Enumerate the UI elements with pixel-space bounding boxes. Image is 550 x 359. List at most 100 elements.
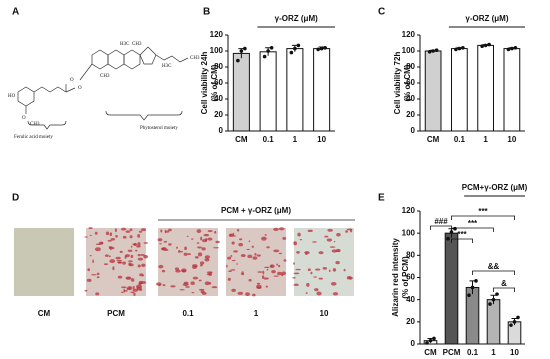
stain-spot bbox=[213, 247, 220, 249]
data-point bbox=[510, 46, 514, 51]
x-tick-label: 1 bbox=[483, 135, 488, 144]
stain-spot bbox=[105, 231, 110, 236]
stain-spot bbox=[241, 271, 244, 276]
stain-spot bbox=[273, 275, 279, 277]
stain-spot bbox=[207, 229, 213, 233]
stain-spot bbox=[273, 227, 279, 232]
image-label: CM bbox=[38, 309, 51, 318]
data-point bbox=[316, 47, 320, 52]
atom-label: O bbox=[70, 78, 74, 83]
data-point bbox=[467, 293, 471, 298]
atom-label: CH3 bbox=[100, 74, 110, 79]
data-point bbox=[516, 315, 520, 320]
stain-spot bbox=[88, 227, 93, 230]
stain-spot bbox=[132, 285, 135, 290]
stain-spot bbox=[196, 229, 202, 234]
bar bbox=[424, 50, 442, 132]
stain-spot bbox=[266, 246, 270, 249]
stain-spot bbox=[108, 246, 112, 249]
y-axis-label: (% of PCM) bbox=[401, 256, 410, 299]
stain-spot bbox=[256, 284, 262, 289]
stain-spot bbox=[273, 249, 280, 253]
stain-spot bbox=[281, 271, 287, 276]
stain-spot bbox=[140, 254, 145, 256]
stain-spot bbox=[165, 230, 170, 233]
stain-spot bbox=[89, 234, 92, 236]
stain-spot bbox=[293, 283, 299, 287]
stain-spot bbox=[251, 245, 254, 248]
data-point bbox=[454, 47, 458, 52]
stain-spot bbox=[282, 236, 287, 240]
stain-spot bbox=[185, 286, 190, 288]
stain-spot bbox=[191, 238, 194, 240]
y-tick-label: 60 bbox=[214, 78, 223, 87]
stain-spot bbox=[124, 254, 130, 258]
stain-spot bbox=[266, 268, 269, 271]
bar bbox=[486, 299, 501, 345]
stain-spot bbox=[179, 250, 184, 253]
stain-spot bbox=[262, 270, 265, 275]
stain-spot bbox=[138, 282, 142, 286]
stain-spot bbox=[136, 245, 141, 248]
data-point bbox=[449, 230, 454, 234]
stain-spot bbox=[330, 282, 337, 286]
stain-spot bbox=[331, 249, 338, 253]
stain-spot bbox=[121, 227, 127, 231]
stain-spot bbox=[211, 286, 218, 289]
stain-spot bbox=[226, 264, 228, 268]
stain-spot bbox=[227, 256, 232, 260]
atom-label: HO bbox=[8, 94, 16, 99]
stain-spot bbox=[231, 259, 236, 262]
atom-label: O bbox=[78, 86, 82, 91]
stain-spot bbox=[206, 273, 211, 276]
y-tick-label: 80 bbox=[406, 62, 415, 71]
data-point bbox=[428, 338, 433, 343]
data-point bbox=[453, 226, 457, 231]
data-point bbox=[427, 50, 432, 54]
data-point bbox=[239, 49, 244, 53]
stain-spot bbox=[122, 261, 126, 265]
stain-spot bbox=[233, 250, 238, 253]
x-tick-label: CM bbox=[427, 135, 440, 144]
y-axis-label: Cell viability 24h bbox=[200, 52, 209, 115]
stain-spot bbox=[327, 228, 333, 232]
group-label: γ-ORZ (μM) bbox=[465, 14, 508, 23]
stain-spot bbox=[137, 253, 141, 257]
micrograph bbox=[294, 228, 354, 296]
stain-spot bbox=[264, 234, 267, 236]
stain-spot bbox=[277, 271, 282, 276]
stain-spot bbox=[129, 235, 133, 239]
stain-spot bbox=[204, 257, 210, 262]
atom-label: CH3 bbox=[30, 122, 40, 127]
stain-spot bbox=[335, 261, 340, 265]
stain-spot bbox=[186, 235, 189, 238]
stain-spot bbox=[201, 247, 206, 251]
stain-spot bbox=[329, 246, 336, 248]
y-tick-label: 120 bbox=[402, 30, 416, 39]
stain-spot bbox=[261, 275, 265, 279]
panel-label: C bbox=[378, 7, 385, 18]
panel-label: B bbox=[203, 7, 210, 18]
stain-spot bbox=[130, 254, 134, 259]
stain-spot bbox=[293, 262, 295, 265]
stain-spot bbox=[263, 266, 270, 269]
stain-spot bbox=[283, 259, 287, 262]
stain-spot bbox=[322, 267, 328, 270]
stain-spot bbox=[215, 240, 220, 244]
stain-spot bbox=[271, 269, 276, 274]
stain-spot bbox=[278, 252, 283, 255]
stain-spot bbox=[130, 291, 135, 294]
stain-spot bbox=[346, 276, 352, 280]
stain-spot bbox=[190, 281, 195, 286]
data-point bbox=[491, 297, 496, 302]
significance-bracket bbox=[451, 227, 494, 232]
stain-spot bbox=[263, 277, 269, 280]
stain-spot bbox=[293, 241, 298, 246]
stain-spot bbox=[156, 282, 162, 286]
stain-spot bbox=[181, 269, 184, 272]
micrograph bbox=[226, 228, 286, 296]
stain-spot bbox=[200, 290, 205, 294]
stain-spot bbox=[194, 256, 199, 259]
panel-label: A bbox=[12, 7, 19, 18]
stain-spot bbox=[84, 236, 88, 238]
